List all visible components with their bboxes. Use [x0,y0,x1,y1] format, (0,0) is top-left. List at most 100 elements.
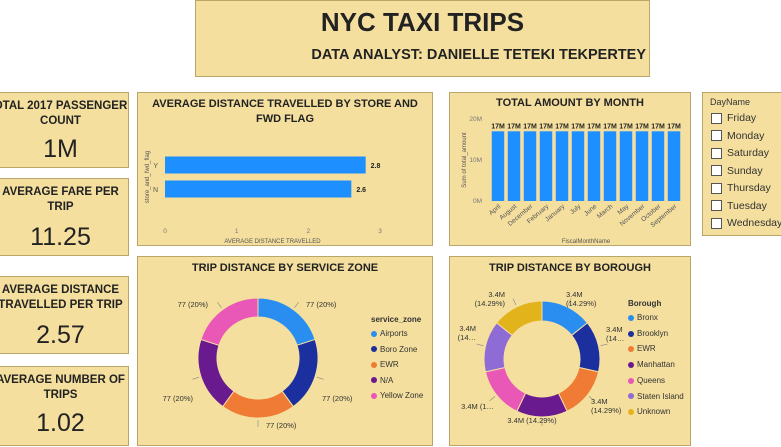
data-label: 17M [555,123,569,130]
legend-label: Bronx [637,313,658,322]
legend-item[interactable]: EWR [628,344,656,353]
x-tick-label: 0 [163,228,167,235]
slicer-item-saturday[interactable]: Saturday [711,147,769,159]
bar-october[interactable] [651,131,665,201]
slicer-item-label: Sunday [727,164,763,177]
x-tick-label: 2 [307,228,311,235]
bar-february[interactable] [539,131,553,201]
legend-item[interactable]: Staten Island [628,392,684,401]
data-label: 17M [635,123,649,130]
data-label: 17M [491,123,505,130]
page-subtitle: DATA ANALYST: DANIELLE TETEKI TEKPERTEY [311,47,646,63]
data-label: 17M [571,123,585,130]
bar-april[interactable] [491,131,505,201]
slicer-item-tuesday[interactable]: Tuesday [711,200,767,212]
data-label: 2.6 [356,187,366,194]
legend-marker [628,361,634,368]
legend-marker [371,392,377,399]
bar-july[interactable] [571,131,585,201]
leader-line [316,376,324,380]
legend-item[interactable]: Yellow Zone [371,391,423,400]
x-axis-label: FiscalMonthName [562,239,611,245]
legend-item[interactable]: Boro Zone [371,345,417,354]
checkbox[interactable] [711,200,722,212]
slicer-item-sunday[interactable]: Sunday [711,165,763,177]
slice-boro-zone[interactable] [281,338,319,408]
slicer-item-friday[interactable]: Friday [711,112,756,124]
x-axis-label: AVERAGE DISTANCE TRAVELLED [224,239,321,245]
checkbox[interactable] [711,147,722,159]
data-label: 17M [667,123,681,130]
legend-item[interactable]: Unknown [628,407,670,416]
slice-yellow-zone[interactable] [200,297,259,346]
kpi-value: 1M [43,135,78,163]
data-label: 17M [587,123,601,130]
legend-label: Queens [637,375,666,385]
legend-item[interactable]: EWR [371,360,399,369]
slice-label: 77 (20%) [178,300,209,309]
bar-september[interactable] [667,131,681,201]
slicer-item-monday[interactable]: Monday [711,130,764,142]
legend-marker [628,393,634,400]
slice-unknown[interactable] [495,300,543,337]
slice-label: 3.4M (14.29%) [507,416,557,425]
slice-n-a[interactable] [197,338,235,408]
legend-label: Manhattan [637,360,675,370]
slice-ewr[interactable] [222,390,294,419]
legend-label: Airports [380,329,408,338]
slice-label: 3.4M (14… [606,325,624,343]
column-chart-svg: 0M10M20M17MApril17MAugust17MDecember17MF… [462,116,681,245]
distance-by-flag-chart[interactable]: AVERAGE DISTANCE TRAVELLED BY STORE AND … [137,92,433,246]
slice-manhattan[interactable] [516,392,568,418]
legend-marker [628,330,634,337]
legend-item[interactable]: Airports [371,329,408,338]
checkbox[interactable] [711,130,722,142]
data-label: 17M [603,123,617,130]
donut-chart-svg: 77 (20%) 77 (20%) 77 (20%) 77 (20%) 77 (20%) [163,297,353,430]
kpi-card-average-distance[interactable]: AVERAGE DISTANCE TRAVELLED PER TRIP 2.57 [0,276,129,354]
kpi-value: 11.25 [30,223,91,251]
slicer-item-thursday[interactable]: Thursday [711,182,771,194]
checkbox[interactable] [711,165,722,177]
leader-line [476,343,484,346]
dayname-slicer[interactable]: DayName Friday Monday Saturday Sunday Thursd… [702,92,781,236]
legend-item[interactable]: Queens [628,376,665,385]
slicer-item-wednesday[interactable]: Wednesday [711,217,781,229]
slice-label: 3.4M (14.29%) [591,397,622,415]
kpi-card-passenger-count[interactable]: OTAL 2017 PASSENGER COUNT 1M [0,92,129,168]
distance-by-service-zone-chart[interactable]: TRIP DISTANCE BY SERVICE ZONE 77 (20%) 77… [137,256,433,446]
leader-line [294,302,299,309]
checkbox[interactable] [711,112,722,124]
slicer-item-label: Wednesday [727,217,781,229]
legend-item[interactable]: Manhattan [628,360,675,369]
data-label: 17M [507,123,521,130]
leader-line [217,302,222,309]
bar-march[interactable] [603,131,617,201]
legend-item[interactable]: Brooklyn [628,329,668,338]
legend-item[interactable]: Bronx [628,313,658,322]
bar-november[interactable] [635,131,649,201]
checkbox[interactable] [711,217,722,229]
bar-january[interactable] [555,131,569,201]
legend-marker [371,361,377,368]
legend-item[interactable]: N/A [371,376,393,385]
category-label: Y [153,163,158,170]
distance-by-borough-chart[interactable]: TRIP DISTANCE BY BOROUGH 3.4M (14.29%) 3.4… [449,256,691,446]
slicer-item-label: Saturday [727,147,770,159]
x-tick-label: 3 [378,228,382,235]
bar-n[interactable] [165,180,352,198]
kpi-card-average-fare[interactable]: AVERAGE FARE PER TRIP 11.25 [0,178,129,256]
bar-december[interactable] [523,131,537,201]
category-label: N [153,187,158,194]
checkbox[interactable] [711,182,722,194]
leader-line [588,396,595,402]
bar-august[interactable] [507,131,521,201]
y-axis-label: Sum of total_amount [462,132,468,188]
slice-label: 77 (20%) [266,421,297,430]
bar-june[interactable] [587,131,601,201]
bar-y[interactable] [165,156,366,174]
slice-label: 3.4M (14.29%) [566,290,597,308]
amount-by-month-chart[interactable]: TOTAL AMOUNT BY MONTH 0M 10M 20M 17M April 17… [449,92,691,246]
bar-may[interactable] [619,131,633,201]
kpi-card-average-trips[interactable]: AVERAGE NUMBER OF TRIPS 1.02 [0,366,129,446]
